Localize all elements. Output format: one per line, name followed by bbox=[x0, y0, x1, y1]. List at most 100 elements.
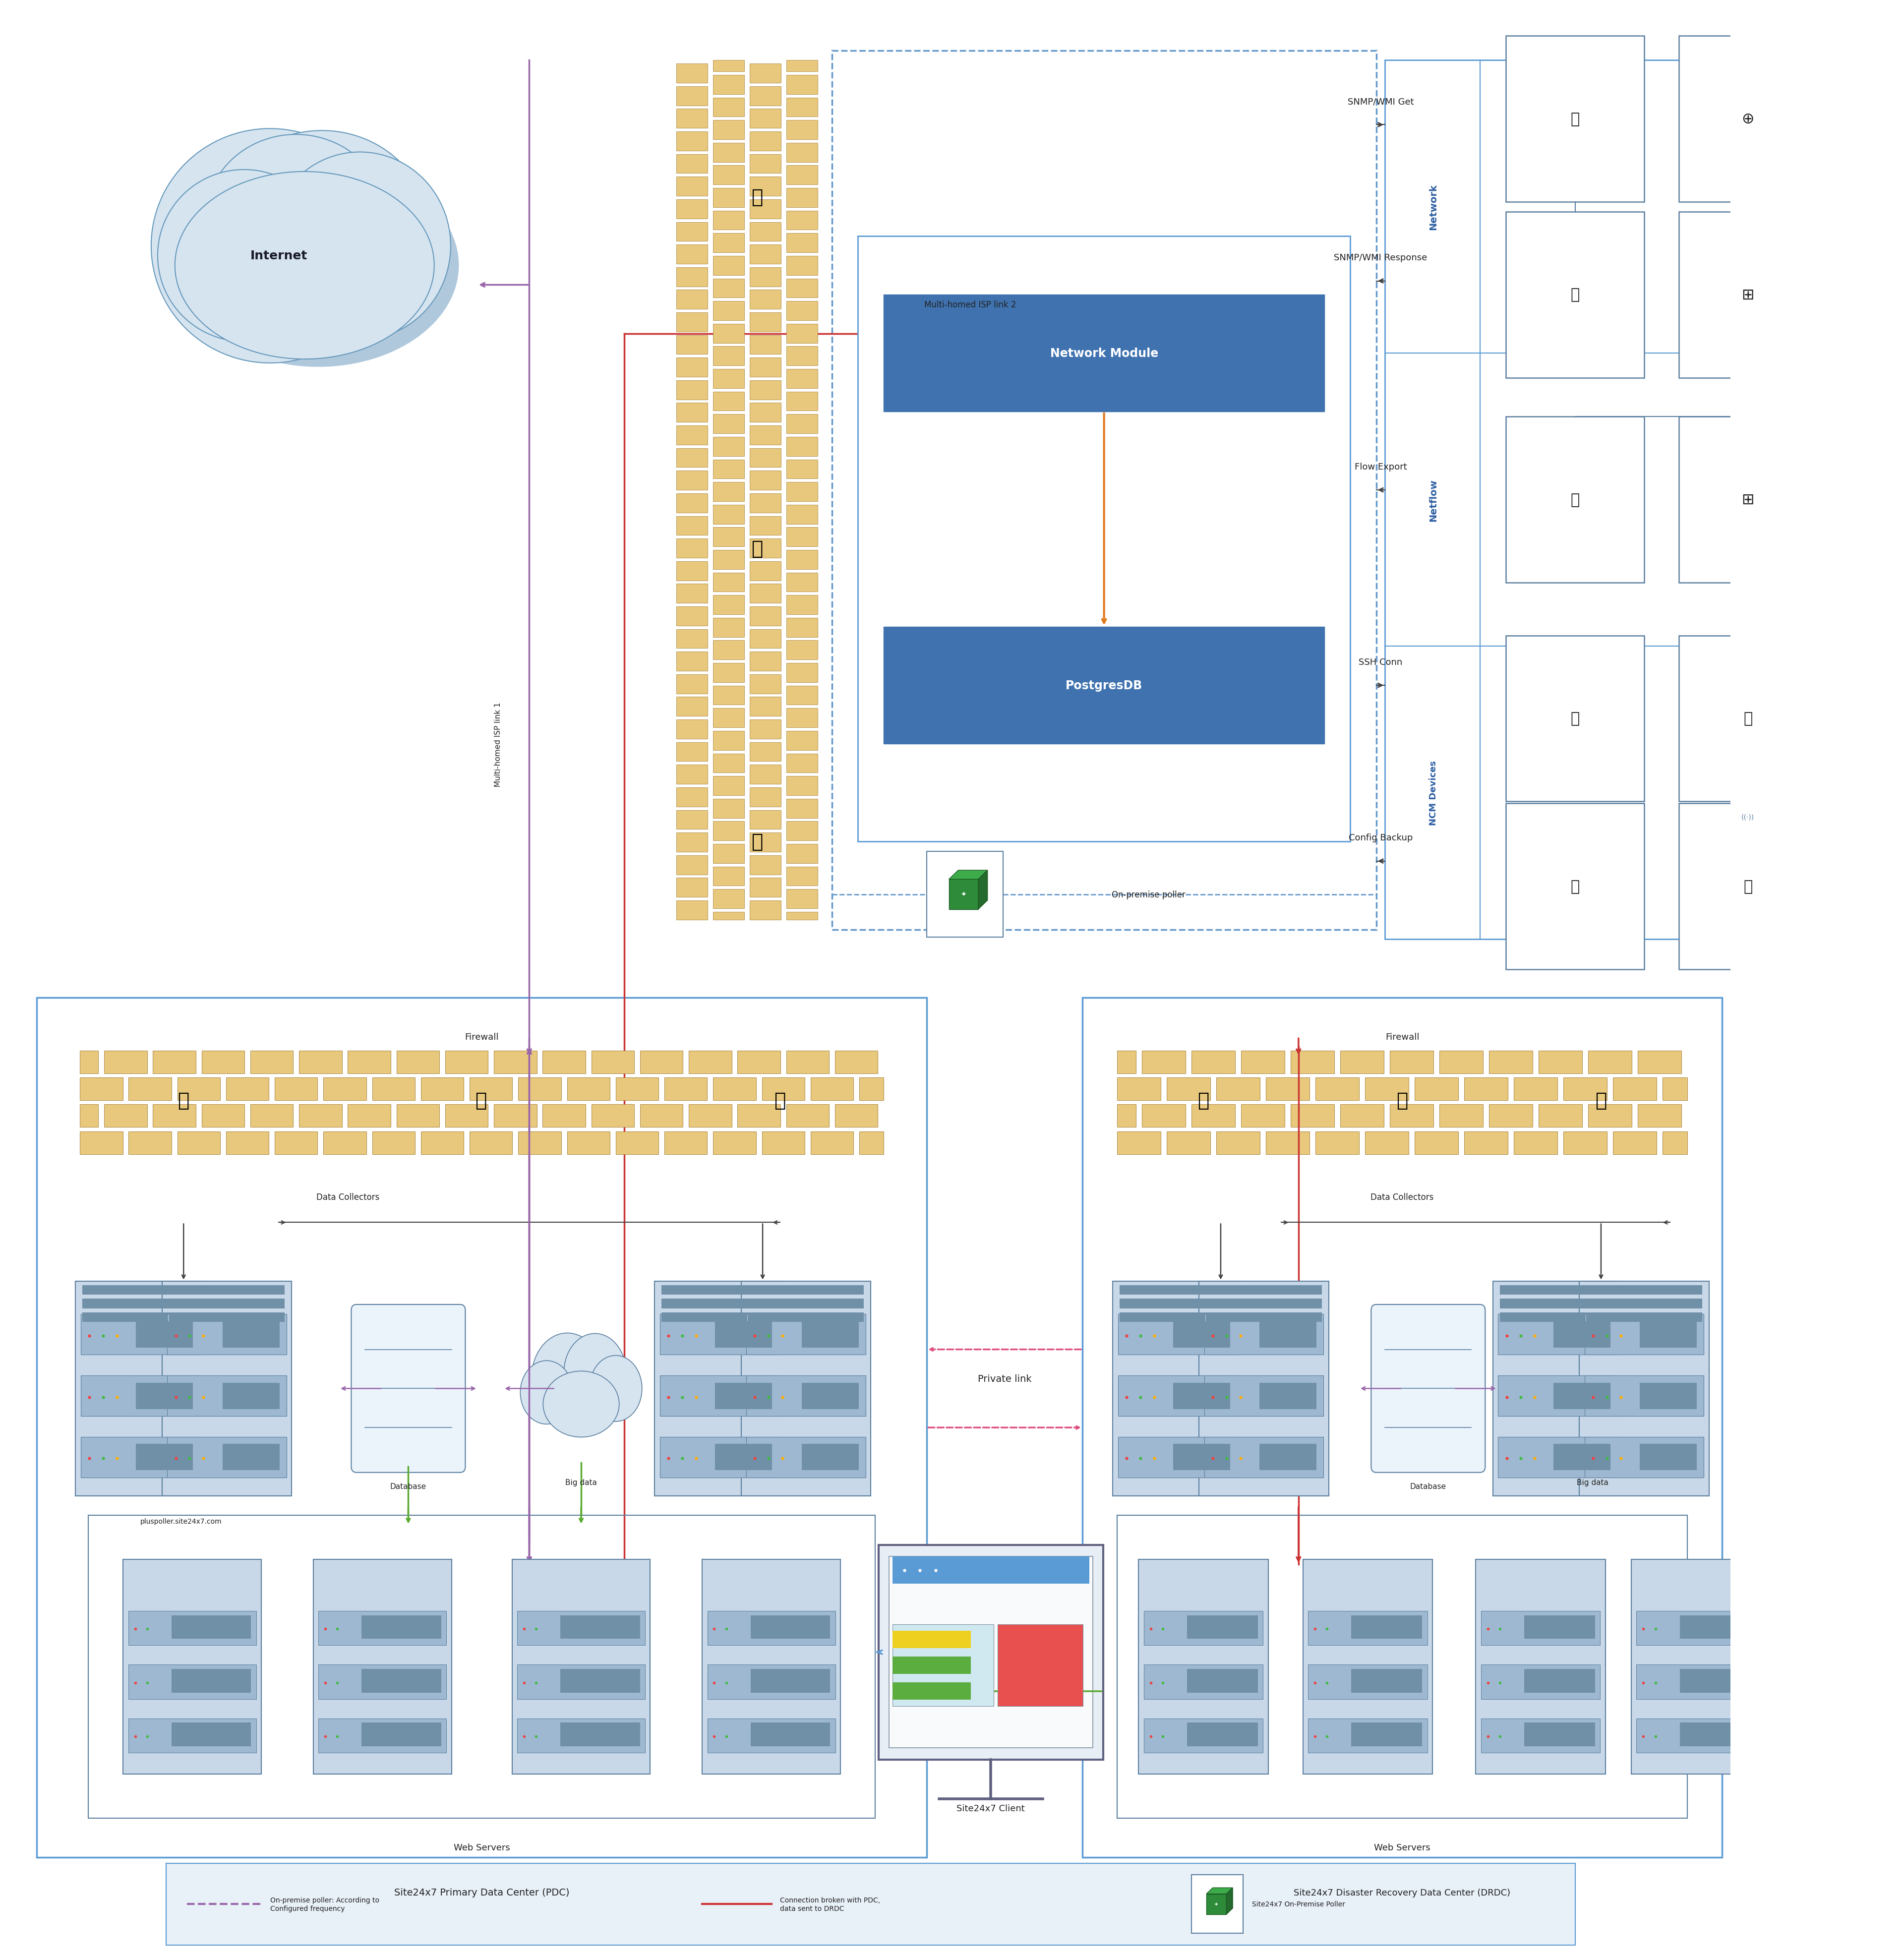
Bar bbox=[712, 325, 744, 342]
Bar bbox=[1205, 1299, 1321, 1309]
Bar bbox=[750, 358, 781, 378]
Bar bbox=[786, 61, 817, 72]
Bar bbox=[786, 346, 817, 366]
Bar bbox=[128, 1611, 257, 1646]
Bar bbox=[893, 1683, 971, 1699]
Bar bbox=[249, 1051, 293, 1074]
Bar bbox=[129, 1078, 171, 1100]
Bar bbox=[518, 1718, 645, 1753]
Bar bbox=[786, 325, 817, 342]
Text: Data Collectors: Data Collectors bbox=[1371, 1192, 1434, 1202]
Bar bbox=[1120, 1286, 1236, 1296]
Bar bbox=[802, 1444, 859, 1470]
Bar bbox=[396, 1104, 440, 1127]
Text: 🗄: 🗄 bbox=[1571, 493, 1578, 507]
Bar bbox=[676, 200, 706, 219]
Bar bbox=[348, 1051, 390, 1074]
Bar bbox=[1586, 1286, 1702, 1296]
Bar bbox=[676, 675, 706, 695]
Ellipse shape bbox=[158, 170, 331, 342]
Bar bbox=[168, 1436, 286, 1478]
Bar bbox=[1390, 1051, 1434, 1074]
Text: 🔥: 🔥 bbox=[177, 1092, 188, 1110]
Text: 📡: 📡 bbox=[1571, 712, 1578, 726]
Text: ✦: ✦ bbox=[960, 890, 965, 898]
Bar bbox=[1118, 1315, 1238, 1354]
Bar bbox=[1506, 636, 1643, 802]
Bar bbox=[676, 834, 706, 851]
Bar bbox=[661, 1286, 777, 1296]
Bar bbox=[1514, 1131, 1557, 1155]
Bar bbox=[227, 1078, 268, 1100]
Bar bbox=[712, 753, 744, 773]
Bar bbox=[750, 879, 781, 898]
Bar bbox=[1506, 804, 1643, 971]
Bar bbox=[518, 1665, 645, 1699]
Text: Site24x7 Disaster Recovery Data Center (DRDC): Site24x7 Disaster Recovery Data Center (… bbox=[1293, 1889, 1510, 1896]
Bar bbox=[786, 1051, 828, 1074]
Bar bbox=[1439, 1051, 1483, 1074]
Bar bbox=[299, 1051, 343, 1074]
Bar bbox=[129, 1131, 171, 1155]
Bar bbox=[362, 1669, 442, 1693]
Text: ((·)): ((·)) bbox=[1740, 814, 1754, 820]
Bar bbox=[1498, 1376, 1616, 1417]
Text: Big data: Big data bbox=[565, 1479, 596, 1485]
Bar bbox=[1523, 1669, 1594, 1693]
Bar bbox=[786, 391, 817, 411]
Bar bbox=[762, 1131, 805, 1155]
Bar bbox=[748, 1286, 864, 1296]
Bar bbox=[878, 1544, 1102, 1759]
Bar bbox=[750, 1722, 830, 1746]
Bar bbox=[676, 380, 706, 399]
Bar bbox=[786, 732, 817, 750]
Bar bbox=[737, 1104, 781, 1127]
Bar bbox=[223, 1384, 280, 1409]
Bar bbox=[750, 900, 781, 920]
Bar bbox=[750, 223, 781, 241]
Text: NCM Devices: NCM Devices bbox=[1428, 761, 1438, 826]
Text: ✦: ✦ bbox=[1215, 1902, 1219, 1906]
Bar bbox=[676, 765, 706, 785]
Bar bbox=[1481, 1718, 1599, 1753]
Bar bbox=[1241, 1104, 1285, 1127]
Bar bbox=[1636, 1665, 1755, 1699]
Bar bbox=[786, 867, 817, 887]
Bar bbox=[135, 1321, 192, 1348]
Bar bbox=[299, 1104, 343, 1127]
Bar bbox=[712, 121, 744, 139]
Bar bbox=[676, 176, 706, 196]
Text: Web Servers: Web Servers bbox=[1373, 1843, 1430, 1851]
Bar bbox=[1636, 1611, 1755, 1646]
Bar bbox=[712, 640, 744, 660]
Bar bbox=[1316, 1078, 1359, 1100]
Bar bbox=[786, 843, 817, 863]
Bar bbox=[712, 370, 744, 389]
Bar bbox=[567, 1078, 609, 1100]
Text: 🔥: 🔥 bbox=[750, 540, 764, 558]
Bar bbox=[786, 1104, 828, 1127]
Bar bbox=[676, 472, 706, 491]
Bar bbox=[1173, 1444, 1230, 1470]
Bar bbox=[786, 753, 817, 773]
Bar bbox=[746, 1436, 864, 1478]
Bar bbox=[893, 1624, 994, 1707]
Bar bbox=[223, 1444, 280, 1470]
Bar bbox=[1481, 1665, 1599, 1699]
Text: Netflow: Netflow bbox=[1428, 479, 1438, 521]
Text: SSH Conn: SSH Conn bbox=[1358, 658, 1401, 667]
Bar bbox=[786, 640, 817, 660]
Bar bbox=[1308, 1665, 1426, 1699]
Bar bbox=[712, 301, 744, 321]
Text: Web Servers: Web Servers bbox=[453, 1843, 510, 1851]
Bar bbox=[786, 685, 817, 705]
Bar bbox=[162, 1282, 291, 1495]
Bar bbox=[786, 370, 817, 389]
Bar bbox=[318, 1718, 446, 1753]
Text: Site24x7 On-Premise Poller: Site24x7 On-Premise Poller bbox=[1251, 1900, 1344, 1908]
Bar bbox=[1302, 1560, 1432, 1775]
Bar bbox=[202, 1051, 244, 1074]
Polygon shape bbox=[1226, 1889, 1232, 1914]
Bar bbox=[786, 143, 817, 162]
Bar bbox=[1350, 1669, 1422, 1693]
